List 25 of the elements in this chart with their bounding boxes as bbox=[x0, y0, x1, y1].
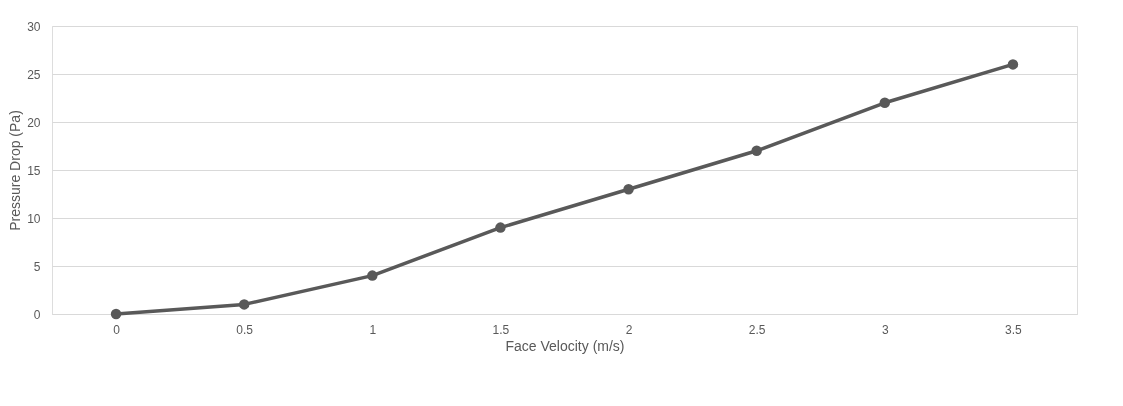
x-tick-label: 2.5 bbox=[748, 322, 766, 337]
point bbox=[879, 97, 891, 109]
x-axis-title: Face Velocity (m/s) bbox=[505, 337, 625, 354]
x-tick-label: 3.5 bbox=[1005, 322, 1023, 337]
point bbox=[1007, 59, 1019, 70]
point bbox=[367, 270, 378, 281]
y-tick-label: 5 bbox=[33, 259, 41, 274]
y-tick-label: 30 bbox=[27, 19, 41, 34]
x-tick-label: 3 bbox=[881, 322, 889, 337]
point bbox=[623, 183, 634, 195]
x-tick-label: 0.5 bbox=[236, 322, 254, 337]
y-tick-label: 15 bbox=[27, 163, 41, 178]
point bbox=[110, 308, 122, 320]
x-tick-label: 0 bbox=[113, 322, 121, 337]
y-tick-label: 10 bbox=[27, 211, 41, 226]
y-axis-title: Pressure Drop (Pa) bbox=[7, 110, 24, 231]
y-tick-label: 20 bbox=[27, 115, 41, 130]
point bbox=[238, 299, 250, 310]
x-tick-label: 1.5 bbox=[492, 322, 510, 337]
point bbox=[751, 145, 762, 157]
x-tick-label: 2 bbox=[625, 322, 633, 337]
point bbox=[495, 222, 506, 233]
y-tick-label: 0 bbox=[33, 307, 41, 322]
y-tick-label: 25 bbox=[27, 67, 41, 82]
x-tick-label: 1 bbox=[369, 322, 377, 337]
